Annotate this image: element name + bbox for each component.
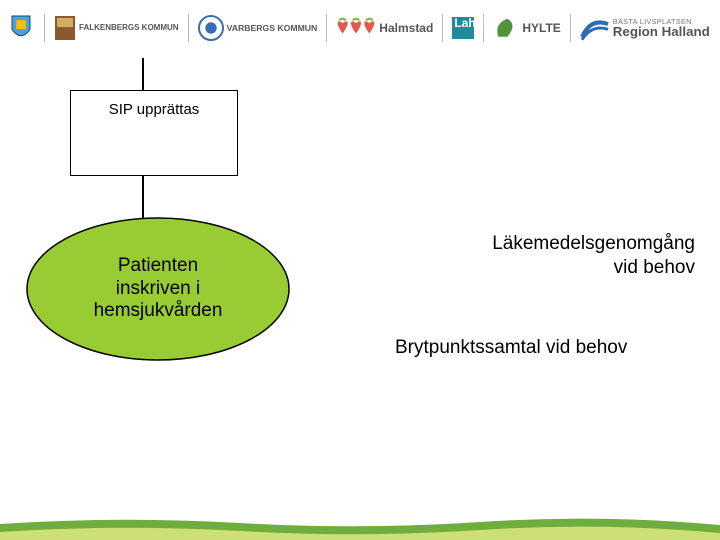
logo-halmstad-text: Halmstad	[379, 22, 433, 34]
side-text-line: Läkemedelsgenomgång	[395, 232, 695, 256]
logo-separator	[44, 14, 45, 42]
logo-kungsbacka-icon	[10, 14, 32, 42]
logo-region-halland-text: Region Halland	[613, 25, 710, 38]
logo-falkenberg-text: FALKENBERGS KOMMUN	[79, 24, 179, 32]
logo-strip: FALKENBERGS KOMMUN VARBERGS KOMMUN Halmsta…	[10, 8, 710, 48]
connector-top	[142, 58, 144, 90]
logo-hylte: HYLTE	[493, 12, 560, 44]
logo-hylte-text: HYLTE	[522, 22, 560, 34]
logo-varberg-icon	[198, 15, 224, 41]
connector-bottom	[142, 176, 144, 218]
footer-svg	[0, 514, 720, 540]
logo-varberg-text: VARBERGS KOMMUN	[227, 24, 318, 33]
side-text-line: vid behov	[395, 256, 695, 280]
logo-separator	[326, 14, 327, 42]
logo-region-halland: BÄSTA LIVSPLATSENRegion Halland	[580, 12, 710, 44]
logo-falkenberg: FALKENBERGS KOMMUN	[54, 12, 179, 44]
logo-falkenberg-icon	[54, 15, 76, 41]
side-text-brytpunkt: Brytpunktssamtal vid behov	[395, 336, 695, 360]
logo-hylte-icon	[493, 17, 519, 39]
logo-separator	[570, 14, 571, 42]
side-text-lakemedel: Läkemedelsgenomgångvid behov	[395, 232, 695, 280]
logo-separator	[442, 14, 443, 42]
flow-ellipse-line: Patienten	[118, 255, 198, 278]
slide-canvas: FALKENBERGS KOMMUN VARBERGS KOMMUN Halmsta…	[0, 0, 720, 540]
logo-kungsbacka	[10, 12, 35, 44]
logo-laholm-text: Laholm	[454, 17, 497, 29]
logo-region-halland-icon	[580, 15, 610, 41]
side-text-line: Brytpunktssamtal vid behov	[395, 336, 695, 360]
logo-separator	[188, 14, 189, 42]
logo-laholm: Laholm	[452, 12, 474, 44]
logo-halmstad: Halmstad	[336, 12, 433, 44]
logo-varberg: VARBERGS KOMMUN	[198, 12, 318, 44]
flow-ellipse-line: hemsjukvården	[94, 300, 223, 323]
flow-ellipse-text: Patienteninskriven ihemsjukvården	[26, 217, 290, 361]
logo-halmstad-icon	[336, 17, 376, 39]
flow-box-sip: SIP upprättas	[70, 90, 238, 176]
flow-ellipse-patient: Patienteninskriven ihemsjukvården	[26, 217, 290, 361]
flow-ellipse-line: inskriven i	[116, 278, 200, 301]
footer-band	[0, 514, 720, 540]
flow-box-sip-label: SIP upprättas	[109, 101, 200, 118]
